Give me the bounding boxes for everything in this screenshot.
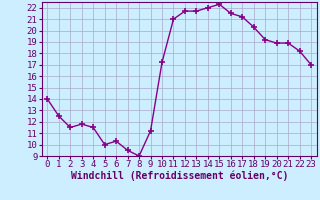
X-axis label: Windchill (Refroidissement éolien,°C): Windchill (Refroidissement éolien,°C) bbox=[70, 171, 288, 181]
